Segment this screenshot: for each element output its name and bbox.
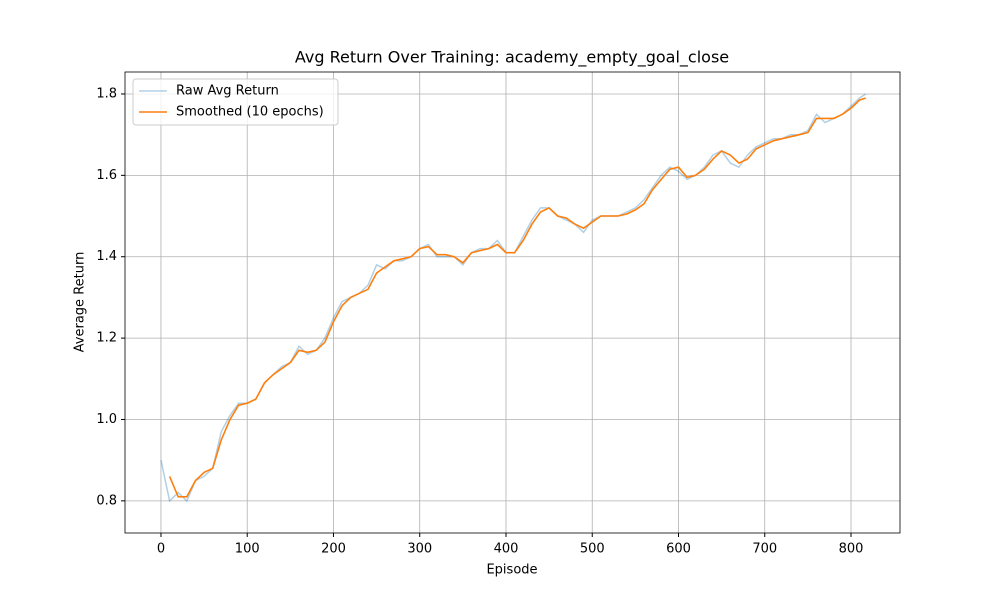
y-tick-label: 1.6	[96, 168, 117, 183]
legend-box	[132, 78, 339, 126]
x-tick-label: 800	[839, 542, 864, 557]
x-tick-label: 400	[494, 542, 519, 557]
y-tick-label: 1.0	[96, 412, 117, 427]
x-tick-label: 300	[407, 542, 432, 557]
axes-frame	[124, 71, 901, 534]
x-tick-label: 200	[321, 542, 346, 557]
y-tick-label: 1.8	[96, 86, 117, 101]
x-tick-label: 600	[666, 542, 691, 557]
x-tick-label: 0	[157, 542, 165, 557]
y-axis-label: Average Return	[73, 252, 88, 353]
x-tick-label: 700	[752, 542, 777, 557]
legend-label: Smoothed (10 epochs)	[176, 105, 324, 120]
data-line	[168, 97, 866, 498]
x-axis-label: Episode	[486, 563, 537, 578]
chart-title: Avg Return Over Training: academy_empty_…	[295, 48, 729, 68]
legend-label: Raw Avg Return	[176, 84, 279, 99]
x-tick-label: 100	[235, 542, 260, 557]
y-tick-label: 1.2	[96, 331, 117, 346]
y-tick-label: 0.8	[96, 493, 117, 508]
x-tick-label: 500	[580, 542, 605, 557]
y-tick-label: 1.4	[96, 249, 117, 264]
